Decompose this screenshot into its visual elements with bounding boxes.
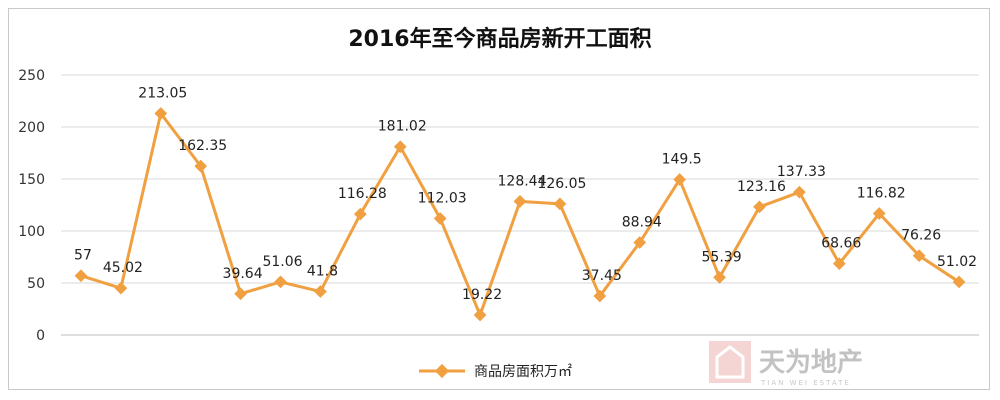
data-point: [473, 308, 487, 322]
data-label: 76.26: [901, 228, 941, 244]
data-point: [314, 285, 327, 298]
data-point: [513, 195, 527, 208]
data-label: 181.02: [378, 119, 427, 135]
y-tick-label: 150: [18, 172, 45, 188]
y-tick-label: 200: [18, 120, 45, 136]
data-point: [194, 159, 208, 173]
data-point: [154, 107, 168, 120]
data-label: 137.33: [777, 164, 826, 180]
legend: 商品房面积万㎡: [419, 363, 572, 380]
house-logo-glyph: [715, 345, 745, 379]
y-tick-label: 100: [18, 224, 45, 240]
data-point: [353, 207, 367, 221]
y-tick-label: 250: [18, 68, 45, 84]
data-label: 51.06: [262, 254, 302, 270]
data-label: 37.45: [582, 268, 622, 284]
y-tick-label: 50: [27, 276, 45, 292]
data-label: 55.39: [702, 249, 742, 265]
watermark-text: 天为地产: [759, 348, 863, 378]
chart-frame: 2016年至今商品房新开工面积 0 50 100 150 200 250 57 45.02 2…: [8, 8, 990, 390]
data-label: 149.5: [662, 152, 702, 168]
data-label: 128.44: [498, 173, 547, 189]
data-point: [393, 140, 407, 154]
data-label: 126.05: [537, 176, 586, 192]
data-label: 88.94: [622, 215, 662, 231]
data-point: [274, 275, 287, 289]
data-label: 162.35: [178, 138, 227, 154]
data-label: 213.05: [138, 85, 187, 101]
line-chart: 2016年至今商品房新开工面积 0 50 100 150 200 250 57 45.02 2…: [18, 26, 979, 387]
y-axis: 0 50 100 150 200 250: [18, 68, 45, 344]
data-point: [753, 200, 766, 214]
data-point: [793, 185, 806, 199]
legend-label: 商品房面积万㎡: [474, 364, 572, 380]
y-tick-label: 0: [36, 328, 45, 344]
data-point: [234, 287, 247, 301]
data-label: 41.8: [307, 264, 338, 280]
data-label: 112.03: [418, 190, 467, 206]
legend-diamond-marker: [434, 363, 450, 379]
data-label: 68.66: [821, 236, 861, 252]
data-point: [74, 269, 88, 283]
data-label: 57: [74, 248, 92, 264]
data-label: 39.64: [223, 266, 263, 282]
data-label: 51.02: [937, 254, 977, 270]
data-label: 116.82: [857, 186, 906, 202]
data-label: 123.16: [737, 179, 786, 195]
data-point: [114, 281, 128, 295]
watermark: 天为地产 TIAN WEI ESTATE: [709, 341, 863, 387]
data-point: [433, 212, 447, 225]
data-label: 45.02: [103, 260, 143, 276]
data-point: [713, 271, 726, 284]
grid: [61, 74, 979, 336]
chart-title: 2016年至今商品房新开工面积: [348, 26, 651, 52]
data-label: 19.22: [462, 287, 502, 303]
data-label: 116.28: [338, 186, 387, 202]
watermark-subtext: TIAN WEI ESTATE: [760, 379, 851, 387]
data-point: [553, 197, 567, 211]
